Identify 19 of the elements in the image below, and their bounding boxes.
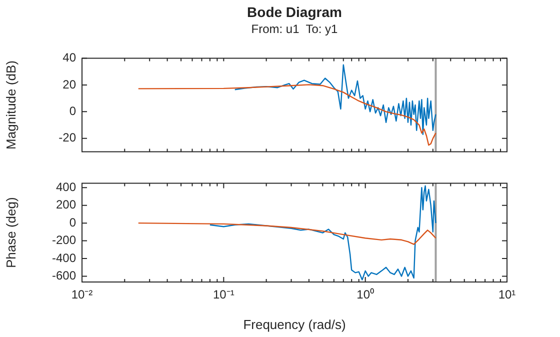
x-tick-label: 10¹ xyxy=(498,288,516,302)
y-tick-label: 20 xyxy=(62,77,76,92)
y-axis-title: Magnitude (dB) xyxy=(3,60,18,150)
y-tick-label: 0 xyxy=(69,215,76,230)
y-tick-label: 200 xyxy=(56,198,76,212)
y-tick-label: 0 xyxy=(69,104,76,118)
y-tick-label: 40 xyxy=(62,50,76,65)
chart-subtitle: From: u1 To: y1 xyxy=(250,22,339,36)
x-tick-label: 10⁰ xyxy=(356,288,374,302)
x-tick-label: 10⁻² xyxy=(71,288,93,302)
x-tick-label: 10⁻¹ xyxy=(212,288,234,302)
y-tick-label: 400 xyxy=(56,180,76,194)
y-axis-title: Phase (deg) xyxy=(3,197,18,268)
y-tick-label: -600 xyxy=(52,268,76,283)
x-axis-title: Frequency (rad/s) xyxy=(243,316,346,332)
chart-title: Bode Diagram xyxy=(246,4,343,20)
y-tick-label: -20 xyxy=(58,130,76,145)
y-tick-label: -400 xyxy=(52,250,76,265)
y-tick-label: -200 xyxy=(52,233,76,248)
